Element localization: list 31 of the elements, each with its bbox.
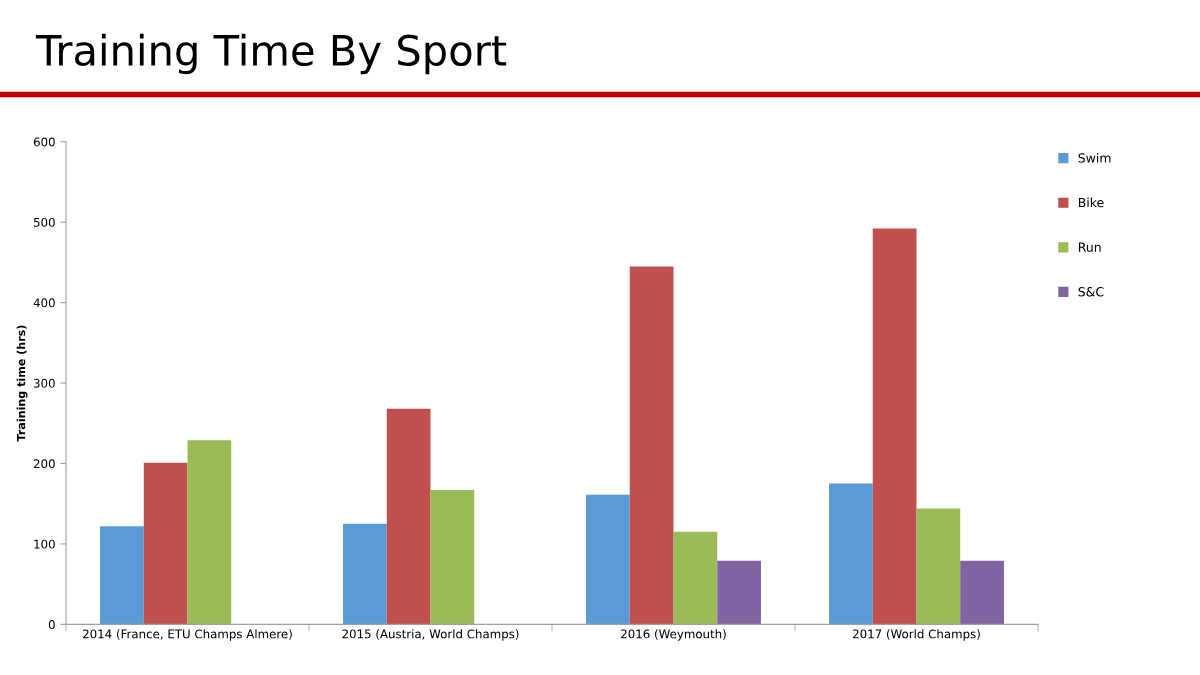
y-tick-label: 300 <box>33 378 55 388</box>
y-tick-label: 600 <box>33 137 55 147</box>
bar <box>386 408 431 625</box>
x-tick-label: 2015 (Austria, World Champs) <box>342 629 519 641</box>
y-tick-label: 0 <box>48 620 55 630</box>
bar <box>343 523 387 625</box>
x-tick-label: 2016 (Weymouth) <box>621 629 726 641</box>
y-tick-label: 200 <box>33 459 55 469</box>
legend-label: S&C <box>1078 287 1104 297</box>
legend-label: Swim <box>1078 153 1111 163</box>
bar <box>673 531 718 625</box>
x-tick-label: 2017 (World Champs) <box>853 629 980 641</box>
bar <box>143 462 188 625</box>
bar <box>586 494 630 625</box>
bar <box>916 508 961 625</box>
legend-label: Run <box>1078 242 1101 252</box>
chart-title: Training Time By Sport <box>35 33 507 75</box>
bar <box>960 560 1004 625</box>
bar <box>187 440 232 625</box>
bar <box>829 483 873 625</box>
y-axis-title: Training time (hrs) <box>16 325 28 442</box>
y-tick-label: 100 <box>34 539 55 549</box>
bar <box>717 560 761 625</box>
legend-label: Bike <box>1078 197 1104 208</box>
bar <box>872 228 917 625</box>
bar <box>629 266 674 625</box>
y-tick-label: 500 <box>33 217 55 227</box>
y-tick-label: 400 <box>33 298 55 308</box>
x-tick-label: 2014 (France, ETU Champs Almere) <box>83 629 292 641</box>
bar <box>100 526 144 625</box>
bar <box>430 490 475 625</box>
